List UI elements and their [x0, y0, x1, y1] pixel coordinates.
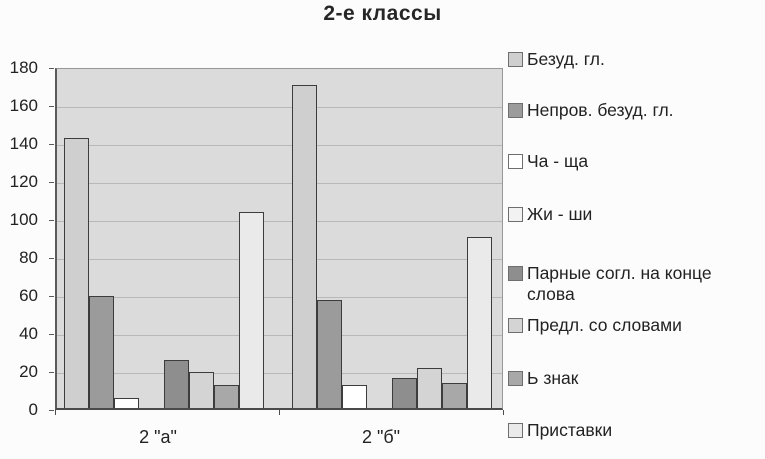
- y-tick-mark: [49, 296, 54, 297]
- bar-series1-cat1: [64, 138, 89, 408]
- gridline-160: [57, 107, 502, 108]
- y-axis-label-160: 160: [9, 96, 38, 115]
- x-tick-mark: [55, 410, 56, 415]
- legend-swatch-icon: [508, 318, 523, 333]
- legend-swatch-icon: [508, 423, 523, 438]
- plot-area: [55, 68, 503, 410]
- legend-item-series8: Приставки: [508, 420, 612, 441]
- bar-series8-cat1: [239, 212, 264, 408]
- y-axis-label-40: 40: [19, 324, 38, 343]
- y-axis-label-180: 180: [9, 58, 38, 77]
- legend-item-series2: Непров. безуд. гл.: [508, 100, 674, 121]
- y-tick-mark: [49, 144, 54, 145]
- legend-item-series7: Ь знак: [508, 368, 578, 389]
- bar-series3-cat2: [342, 385, 367, 408]
- y-axis-label-20: 20: [19, 362, 38, 381]
- bar-series1-cat2: [292, 85, 317, 408]
- legend-label: Жи - ши: [527, 204, 593, 224]
- y-tick-mark: [49, 220, 54, 221]
- legend-swatch-icon: [508, 103, 523, 118]
- legend-label: Предл. со словами: [527, 315, 682, 335]
- legend-label: Безуд. гл.: [527, 49, 605, 69]
- y-axis-label-120: 120: [9, 172, 38, 191]
- y-tick-mark: [49, 68, 54, 69]
- gridline-80: [57, 259, 502, 260]
- gridline-60: [57, 297, 502, 298]
- legend-label: Непров. безуд. гл.: [527, 100, 674, 120]
- legend-label: Ча - ща: [527, 151, 589, 171]
- bar-series6-cat1: [189, 372, 214, 408]
- bar-series2-cat1: [89, 296, 114, 408]
- x-axis-label-cat2: 2 "б": [361, 427, 401, 447]
- bar-series3-cat1: [114, 398, 139, 408]
- x-tick-mark: [279, 410, 280, 415]
- y-tick-mark: [49, 258, 54, 259]
- y-axis-label-100: 100: [9, 210, 38, 229]
- gridline-120: [57, 183, 502, 184]
- y-axis-label-140: 140: [9, 134, 38, 153]
- y-tick-mark: [49, 182, 54, 183]
- legend-swatch-icon: [508, 154, 523, 169]
- bar-series8-cat2: [467, 237, 492, 408]
- legend-swatch-icon: [508, 266, 523, 281]
- legend-swatch-icon: [508, 371, 523, 386]
- y-tick-mark: [49, 410, 54, 411]
- y-tick-mark: [49, 106, 54, 107]
- bar-series7-cat1: [214, 385, 239, 408]
- legend-label: Приставки: [527, 420, 613, 440]
- legend-item-series5: Парные согл. на конце слова: [508, 263, 759, 305]
- legend-swatch-icon: [508, 207, 523, 222]
- y-axis-label-60: 60: [19, 286, 38, 305]
- legend-swatch-icon: [508, 52, 523, 67]
- gridline-140: [57, 145, 502, 146]
- legend: Безуд. гл. Непров. безуд. гл. Ча - ща Жи - …: [508, 0, 765, 459]
- chart-title: 2-е классы: [323, 2, 442, 25]
- bar-series5-cat2: [392, 378, 417, 408]
- legend-item-series1: Безуд. гл.: [508, 49, 605, 70]
- legend-label: Ь знак: [527, 368, 579, 388]
- y-tick-mark: [49, 372, 54, 373]
- bar-series6-cat2: [417, 368, 442, 408]
- gridline-20: [57, 373, 502, 374]
- legend-item-series6: Предл. со словами: [508, 315, 682, 336]
- gridline-40: [57, 335, 502, 336]
- legend-item-series3: Ча - ща: [508, 151, 588, 172]
- legend-item-series4: Жи - ши: [508, 204, 592, 225]
- legend-label: Парные согл. на конце слова: [527, 263, 712, 304]
- y-axis-label-0: 0: [28, 400, 38, 419]
- y-tick-mark: [49, 334, 54, 335]
- bar-series2-cat2: [317, 300, 342, 408]
- x-tick-mark: [503, 410, 504, 415]
- bar-series7-cat2: [442, 383, 467, 408]
- bar-series5-cat1: [164, 360, 189, 408]
- y-axis-label-80: 80: [19, 248, 38, 267]
- gridline-100: [57, 221, 502, 222]
- x-axis-label-cat1: 2 "а": [139, 427, 177, 447]
